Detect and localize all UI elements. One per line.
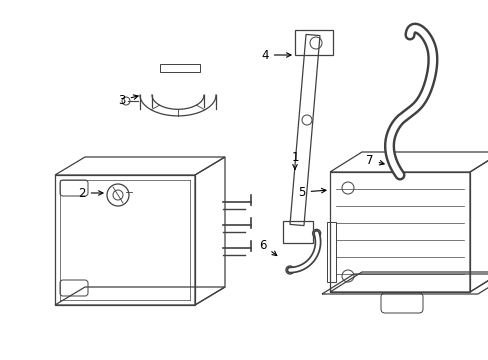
Text: 4: 4 (261, 49, 290, 62)
Text: 3: 3 (118, 94, 138, 107)
Circle shape (312, 229, 320, 237)
Text: 1: 1 (291, 150, 298, 169)
Text: 2: 2 (78, 186, 103, 199)
Circle shape (285, 266, 293, 274)
Text: 5: 5 (298, 185, 325, 198)
Text: 6: 6 (259, 239, 276, 256)
Text: 7: 7 (366, 153, 384, 166)
